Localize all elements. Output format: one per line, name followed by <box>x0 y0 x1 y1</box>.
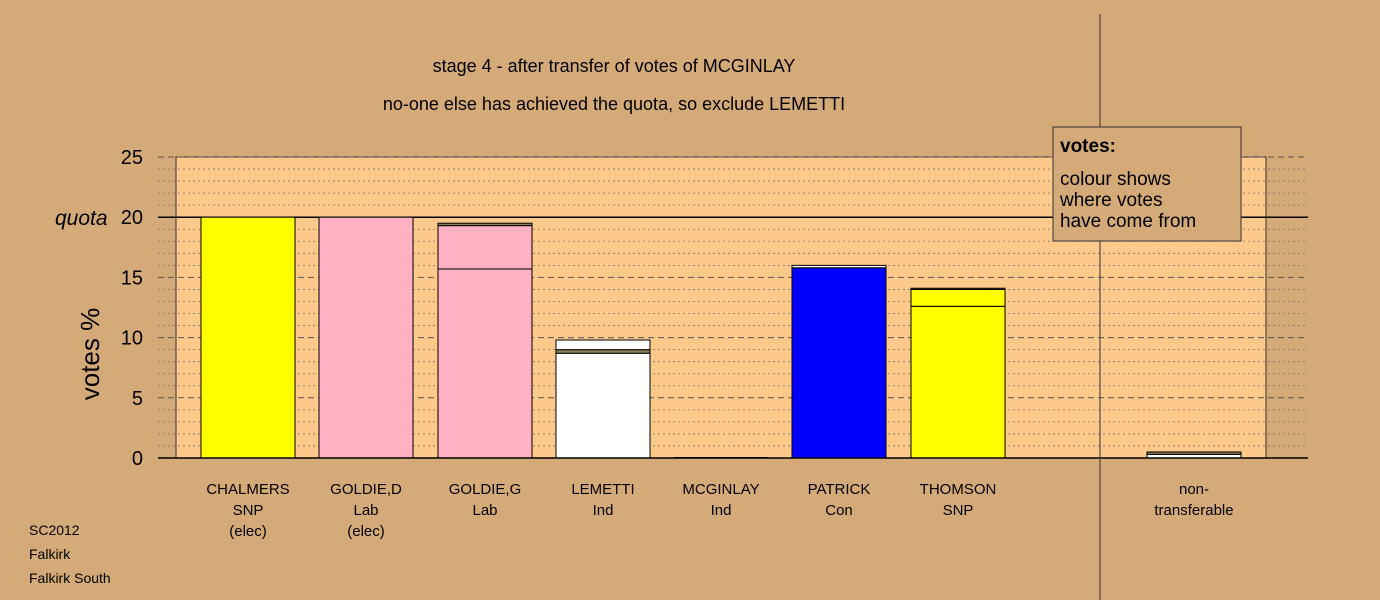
bar-segment <box>437 225 533 270</box>
bar-1 <box>318 216 414 459</box>
bar-5 <box>791 264 887 459</box>
footer-line-2: Falkirk <box>29 546 71 562</box>
y-axis-label: votes % <box>75 308 105 401</box>
x-tick-label: transferable <box>1154 502 1233 519</box>
bars <box>200 216 1242 459</box>
chart-title: stage 4 - after transfer of votes of MCG… <box>433 56 796 76</box>
x-tick-label: THOMSON <box>920 481 997 498</box>
x-tick-label: CHALMERS <box>206 481 289 498</box>
category-labels: CHALMERS SNP (elec) GOLDIE,D Lab (elec) GOLDIE… <box>206 481 1233 540</box>
bar-0 <box>200 216 296 459</box>
bar-segment <box>555 349 651 354</box>
y-tick-label: 0 <box>132 448 143 470</box>
bar-segment <box>437 268 533 459</box>
footer-line-1: SC2012 <box>29 522 80 538</box>
legend-box: votes: colour shows where votes have com… <box>1052 126 1242 242</box>
legend-heading: votes: <box>1060 136 1116 157</box>
bar-segment <box>437 222 533 227</box>
bar-segment <box>1146 451 1242 455</box>
y-tick-label: 20 <box>121 207 143 229</box>
y-tick-label: 15 <box>121 267 143 289</box>
legend-line-3: have come from <box>1060 211 1196 232</box>
x-tick-label: (elec) <box>347 523 385 540</box>
x-tick-label: SNP <box>233 502 264 519</box>
footer-line-3: Falkirk South <box>29 570 111 586</box>
bar-3 <box>555 339 651 459</box>
x-tick-label: Lab <box>353 502 378 519</box>
axes: 0 5 10 15 20 25 quota <box>55 14 1308 600</box>
bar-segment <box>910 287 1006 290</box>
x-tick-label: SNP <box>943 502 974 519</box>
legend-line-1: colour shows <box>1060 169 1171 190</box>
bar-6 <box>910 287 1006 459</box>
bar-segment <box>318 216 414 459</box>
bar-nontransferable <box>1146 451 1242 459</box>
quota-label: quota <box>55 207 108 230</box>
bar-segment <box>791 267 887 459</box>
y-tick-label: 25 <box>121 147 143 169</box>
bar-segment <box>910 288 1006 307</box>
x-tick-label: PATRICK <box>808 481 871 498</box>
bar-segment <box>791 264 887 269</box>
bar-2 <box>437 222 533 459</box>
bar-segment <box>555 352 651 459</box>
bar-segment <box>910 305 1006 459</box>
x-tick-label: MCGINLAY <box>682 481 759 498</box>
x-tick-label: non- <box>1179 481 1209 498</box>
x-tick-label: LEMETTI <box>571 481 634 498</box>
legend-line-2: where votes <box>1059 190 1162 211</box>
y-tick-label: 5 <box>132 388 143 410</box>
x-tick-label: Ind <box>593 502 614 519</box>
y-tick-label: 10 <box>121 328 143 350</box>
x-tick-label: (elec) <box>229 523 267 540</box>
x-tick-label: GOLDIE,G <box>449 481 522 498</box>
x-tick-label: Con <box>825 502 853 519</box>
bar-segment <box>555 339 651 351</box>
bar-segment <box>200 216 296 459</box>
x-tick-label: GOLDIE,D <box>330 481 402 498</box>
x-tick-label: Ind <box>711 502 732 519</box>
x-tick-label: Lab <box>472 502 497 519</box>
chart-subtitle: no-one else has achieved the quota, so e… <box>383 94 845 114</box>
